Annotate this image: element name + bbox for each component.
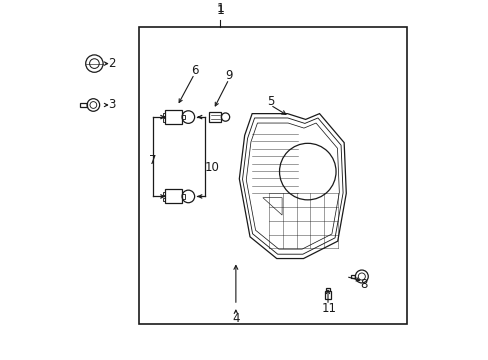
Text: 9: 9 xyxy=(225,69,232,82)
Text: 8: 8 xyxy=(359,278,366,291)
Text: 5: 5 xyxy=(266,95,273,108)
Text: 7: 7 xyxy=(149,154,157,167)
Text: 10: 10 xyxy=(204,161,219,174)
Text: 6: 6 xyxy=(190,64,198,77)
Text: 3: 3 xyxy=(108,99,115,112)
Text: 2: 2 xyxy=(108,57,115,70)
Text: 4: 4 xyxy=(232,312,239,325)
Text: 11: 11 xyxy=(321,302,336,315)
Text: 1: 1 xyxy=(216,1,224,15)
Text: 1: 1 xyxy=(216,4,224,17)
